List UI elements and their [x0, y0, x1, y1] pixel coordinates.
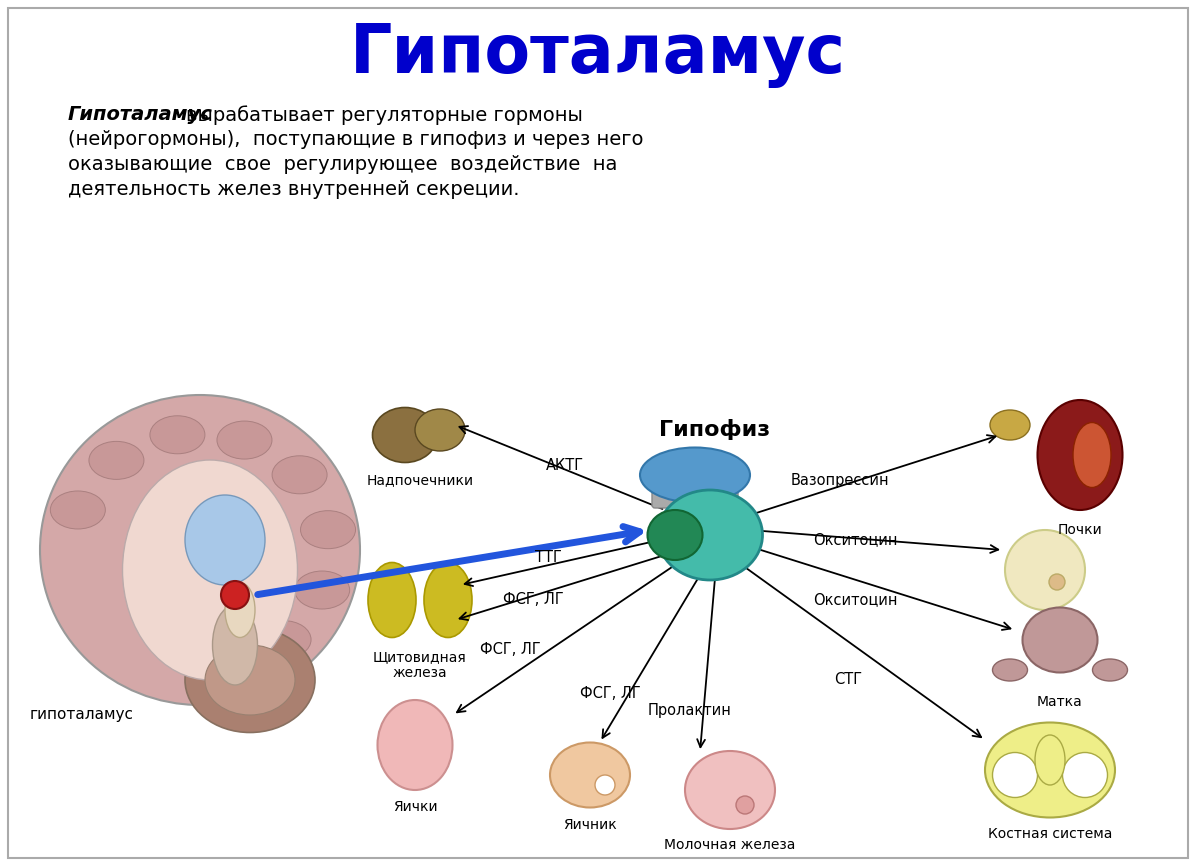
Text: Почки: Почки	[1057, 523, 1103, 537]
Ellipse shape	[372, 408, 438, 462]
Ellipse shape	[150, 416, 205, 454]
Text: оказывающие  свое  регулирующее  воздействие  на: оказывающие свое регулирующее воздействи…	[68, 155, 617, 174]
Circle shape	[736, 796, 753, 814]
Ellipse shape	[1092, 659, 1128, 681]
Text: Гипофиз: Гипофиз	[659, 419, 770, 441]
Ellipse shape	[256, 621, 311, 659]
Text: Надпочечники: Надпочечники	[366, 473, 474, 487]
Ellipse shape	[216, 421, 271, 459]
Ellipse shape	[205, 645, 295, 715]
Ellipse shape	[50, 491, 105, 529]
Ellipse shape	[225, 583, 255, 637]
Text: Молочная железа: Молочная железа	[664, 838, 795, 852]
Text: Гипоталамус: Гипоталамус	[350, 22, 846, 88]
Ellipse shape	[368, 563, 416, 637]
Text: Яичник: Яичник	[563, 818, 617, 832]
Ellipse shape	[993, 659, 1027, 681]
Ellipse shape	[1062, 753, 1107, 798]
Ellipse shape	[271, 456, 327, 494]
Ellipse shape	[185, 628, 315, 733]
Ellipse shape	[1037, 400, 1123, 510]
Ellipse shape	[986, 722, 1115, 818]
Ellipse shape	[550, 742, 630, 807]
Text: АКТГ: АКТГ	[547, 457, 584, 473]
Text: Костная система: Костная система	[988, 827, 1112, 841]
Ellipse shape	[39, 395, 360, 705]
Circle shape	[221, 581, 249, 609]
Text: Щитовидная
железа: Щитовидная железа	[373, 650, 466, 680]
Text: Яички: Яички	[392, 800, 438, 814]
Text: вырабатывает регуляторные гормоны: вырабатывает регуляторные гормоны	[187, 105, 582, 125]
Ellipse shape	[294, 571, 349, 609]
Ellipse shape	[1035, 735, 1064, 785]
FancyBboxPatch shape	[8, 8, 1188, 858]
Text: Вазопрессин: Вазопрессин	[791, 473, 890, 488]
Ellipse shape	[1023, 608, 1098, 673]
Ellipse shape	[425, 563, 472, 637]
Ellipse shape	[122, 460, 298, 680]
Ellipse shape	[378, 700, 452, 790]
Text: Гипоталамус: Гипоталамус	[68, 105, 213, 124]
Text: ФСГ, ЛГ: ФСГ, ЛГ	[480, 643, 541, 657]
Circle shape	[1049, 574, 1064, 590]
Ellipse shape	[89, 442, 144, 480]
Text: Окситоцин: Окситоцин	[813, 592, 897, 608]
Ellipse shape	[658, 490, 763, 580]
Text: Окситоцин: Окситоцин	[813, 533, 897, 547]
Ellipse shape	[213, 605, 257, 685]
Ellipse shape	[685, 751, 775, 829]
Text: (нейрогормоны),  поступающие в гипофиз и через него: (нейрогормоны), поступающие в гипофиз и …	[68, 130, 643, 149]
Ellipse shape	[993, 753, 1037, 798]
Text: СТГ: СТГ	[834, 673, 862, 688]
Ellipse shape	[640, 448, 750, 502]
Ellipse shape	[185, 495, 266, 585]
Text: ТТГ: ТТГ	[535, 550, 561, 565]
Ellipse shape	[990, 410, 1030, 440]
Text: ФСГ, ЛГ: ФСГ, ЛГ	[580, 686, 640, 701]
Text: деятельность желез внутренней секреции.: деятельность желез внутренней секреции.	[68, 180, 519, 199]
Text: Матка: Матка	[1037, 695, 1082, 709]
Text: Пролактин: Пролактин	[648, 702, 732, 718]
Text: ФСГ, ЛГ: ФСГ, ЛГ	[502, 592, 563, 608]
Circle shape	[594, 775, 615, 795]
Ellipse shape	[300, 511, 355, 549]
Ellipse shape	[1005, 530, 1085, 610]
Ellipse shape	[1073, 423, 1111, 488]
Ellipse shape	[647, 510, 702, 560]
Text: гипоталамус: гипоталамус	[30, 708, 134, 722]
FancyBboxPatch shape	[652, 457, 738, 508]
Ellipse shape	[415, 409, 465, 451]
